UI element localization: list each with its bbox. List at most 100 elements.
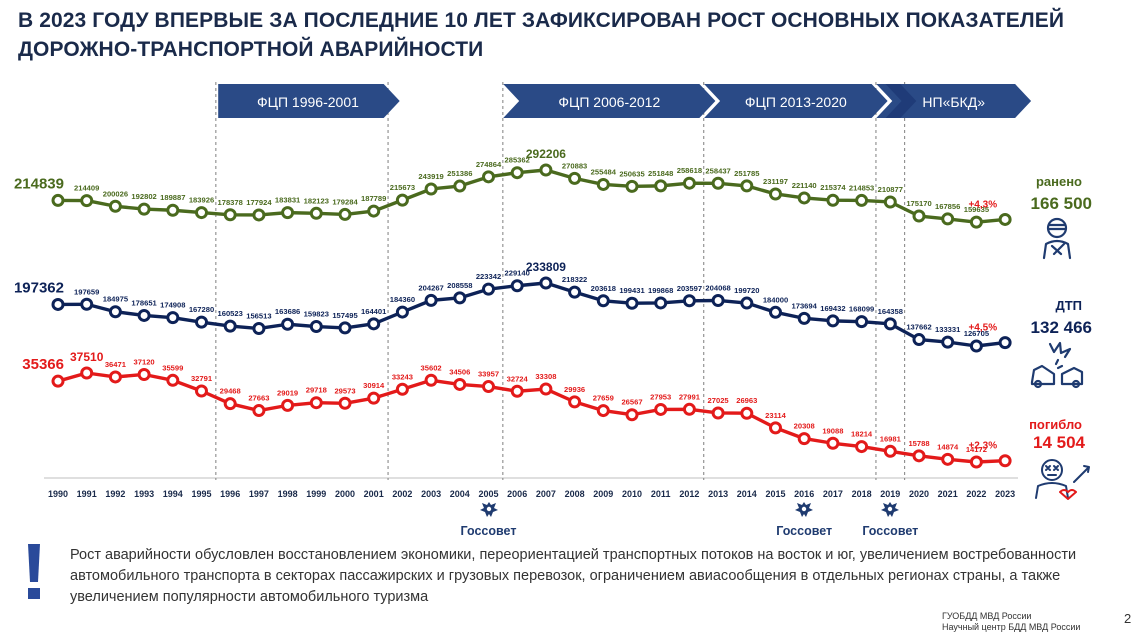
injured-name: ранено — [1035, 174, 1082, 189]
data-point-crashes-2020 — [912, 333, 926, 347]
data-point-killed-1994 — [166, 373, 180, 387]
injured-total: 166 500 — [1000, 194, 1092, 214]
x-tick-2016: 2016 — [794, 489, 814, 499]
x-tick-1998: 1998 — [278, 489, 298, 499]
data-point-injured-1996 — [223, 208, 237, 222]
data-label-crashes-2004: 208558 — [447, 281, 472, 290]
data-label-injured-2000: 179284 — [332, 197, 358, 206]
x-tick-2006: 2006 — [507, 489, 527, 499]
data-label-crashes-2022: 126705 — [964, 329, 990, 338]
data-point-killed-2019 — [883, 444, 897, 458]
data-point-crashes-2003 — [424, 293, 438, 307]
data-point-crashes-2008 — [568, 285, 582, 299]
x-tick-2020: 2020 — [909, 489, 929, 499]
x-tick-1994: 1994 — [163, 489, 183, 499]
data-label-crashes-2023: +4,5% — [968, 323, 997, 334]
series-line-injured — [57, 168, 1006, 224]
data-label-injured-1994: 189887 — [160, 193, 185, 202]
data-point-injured-2004 — [453, 179, 467, 193]
data-point-killed-2018 — [855, 440, 869, 454]
data-label-injured-2016: 221140 — [792, 181, 817, 190]
data-label-injured-1997: 177924 — [246, 198, 272, 207]
data-label-injured-1990: 214839 — [14, 175, 64, 192]
data-point-killed-1999 — [309, 396, 323, 410]
x-tick-2014: 2014 — [737, 489, 757, 499]
data-point-crashes-2018 — [855, 315, 869, 329]
x-tick-1991: 1991 — [77, 489, 97, 499]
data-label-crashes-2019: 164358 — [878, 307, 903, 316]
data-label-crashes-2001: 164401 — [361, 307, 387, 316]
data-label-injured-1996: 178378 — [218, 198, 243, 207]
x-tick-2009: 2009 — [593, 489, 613, 499]
data-label-killed-2011: 27953 — [650, 392, 671, 401]
data-label-injured-1991: 214409 — [74, 184, 99, 193]
car-crash-icon — [1030, 341, 1084, 389]
injured-label: ранено — [990, 174, 1082, 189]
data-point-killed-1991 — [80, 366, 94, 380]
data-label-crashes-1993: 178651 — [131, 298, 157, 307]
data-point-crashes-1997 — [252, 321, 266, 335]
x-tick-2017: 2017 — [823, 489, 843, 499]
data-point-killed-2005 — [482, 380, 495, 394]
x-tick-2019: 2019 — [880, 489, 900, 499]
data-label-killed-2014: 26963 — [736, 396, 757, 405]
data-label-killed-2009: 27659 — [593, 394, 614, 403]
data-label-injured-2018: 214853 — [849, 183, 874, 192]
data-point-injured-2007 — [539, 163, 553, 177]
data-label-crashes-1999: 159823 — [304, 310, 329, 319]
injured-person-icon — [1042, 217, 1072, 260]
x-tick-2012: 2012 — [679, 489, 699, 499]
data-label-injured-1993: 192802 — [131, 192, 156, 201]
series-line-crashes — [57, 281, 1006, 348]
data-label-killed-2018: 18214 — [851, 430, 873, 439]
data-label-injured-2015: 231197 — [763, 177, 788, 186]
data-point-killed-2002 — [395, 382, 409, 396]
data-point-crashes-1990 — [51, 297, 65, 311]
data-point-injured-2018 — [855, 193, 869, 207]
data-point-killed-2009 — [596, 404, 610, 418]
data-point-injured-2015 — [769, 187, 782, 201]
data-label-injured-2002: 215673 — [390, 183, 415, 192]
footer-line-2: Научный центр БДД МВД России — [942, 622, 1081, 632]
gossovet-emblem-icon — [795, 502, 814, 517]
data-point-killed-2010 — [625, 408, 639, 422]
data-point-injured-2023 — [998, 212, 1012, 226]
data-label-injured-2008: 270883 — [562, 161, 587, 170]
data-label-killed-2003: 35602 — [421, 363, 442, 372]
data-point-crashes-2016 — [797, 311, 811, 325]
data-point-injured-2016 — [797, 191, 811, 205]
x-tick-2000: 2000 — [335, 489, 355, 499]
x-tick-1992: 1992 — [105, 489, 125, 499]
data-point-killed-2008 — [568, 395, 582, 409]
data-label-injured-1998: 183831 — [275, 196, 301, 205]
data-label-injured-2009: 255484 — [591, 167, 617, 176]
crashes-label: ДТП — [1000, 298, 1082, 313]
data-label-killed-2006: 32724 — [507, 374, 529, 383]
data-label-crashes-2002: 184360 — [390, 295, 415, 304]
data-label-injured-2012: 258618 — [677, 166, 702, 175]
data-point-injured-2009 — [596, 177, 610, 191]
page-title: В 2023 ГОДУ ВПЕРВЫЕ ЗА ПОСЛЕДНИЕ 10 ЛЕТ … — [18, 9, 1065, 61]
data-point-crashes-2001 — [367, 317, 381, 331]
data-label-killed-2016: 20308 — [794, 422, 815, 431]
data-label-injured-1992: 200026 — [103, 189, 128, 198]
x-tick-2005: 2005 — [478, 489, 498, 499]
data-label-killed-2002: 33243 — [392, 372, 413, 381]
x-tick-2007: 2007 — [536, 489, 556, 499]
x-tick-1996: 1996 — [220, 489, 240, 499]
footer-line-1: ГУОБДД МВД России — [942, 611, 1032, 621]
data-label-killed-2005: 33957 — [478, 370, 499, 379]
program-arrow-2 — [704, 84, 888, 118]
data-point-injured-1999 — [309, 206, 323, 220]
crashes-total: 132 466 — [1000, 318, 1092, 338]
page-number: 2 — [1124, 611, 1132, 626]
data-label-injured-2006: 285362 — [505, 156, 530, 165]
x-tick-2023: 2023 — [995, 489, 1015, 499]
data-label-crashes-2000: 157495 — [332, 311, 358, 320]
data-point-injured-2020 — [912, 209, 926, 223]
program-connector-arrow — [885, 84, 917, 118]
data-point-killed-2023 — [998, 454, 1012, 468]
x-tick-1997: 1997 — [249, 489, 269, 499]
data-label-killed-2008: 29936 — [564, 385, 585, 394]
program-arrow-3 — [876, 84, 1032, 118]
